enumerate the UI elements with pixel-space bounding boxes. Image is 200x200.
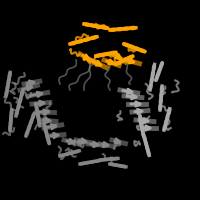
Ellipse shape	[83, 38, 91, 41]
Ellipse shape	[149, 83, 152, 90]
Ellipse shape	[151, 70, 154, 78]
Ellipse shape	[35, 103, 38, 110]
Ellipse shape	[138, 49, 146, 53]
Ellipse shape	[84, 161, 91, 164]
Ellipse shape	[46, 133, 49, 140]
Ellipse shape	[7, 78, 10, 85]
Ellipse shape	[127, 55, 134, 60]
Ellipse shape	[69, 151, 75, 154]
Ellipse shape	[141, 125, 144, 132]
Ellipse shape	[140, 120, 143, 127]
Ellipse shape	[27, 124, 31, 131]
Ellipse shape	[143, 135, 146, 142]
Ellipse shape	[9, 124, 12, 131]
Ellipse shape	[99, 159, 105, 161]
Ellipse shape	[59, 154, 66, 157]
Ellipse shape	[36, 109, 39, 116]
Ellipse shape	[19, 97, 22, 104]
Ellipse shape	[20, 91, 24, 98]
Ellipse shape	[160, 91, 163, 99]
Ellipse shape	[117, 164, 123, 167]
Ellipse shape	[146, 145, 149, 152]
Ellipse shape	[142, 130, 145, 137]
Ellipse shape	[103, 158, 110, 161]
Ellipse shape	[167, 108, 171, 115]
Ellipse shape	[160, 85, 163, 93]
Ellipse shape	[147, 149, 150, 156]
Ellipse shape	[122, 27, 130, 30]
Ellipse shape	[5, 89, 8, 97]
Ellipse shape	[6, 84, 9, 91]
Ellipse shape	[116, 28, 124, 31]
Ellipse shape	[29, 118, 33, 125]
Ellipse shape	[109, 28, 117, 31]
Ellipse shape	[139, 115, 142, 122]
Ellipse shape	[159, 103, 162, 111]
Ellipse shape	[10, 114, 13, 121]
Ellipse shape	[79, 162, 86, 165]
Ellipse shape	[31, 113, 35, 120]
Ellipse shape	[118, 59, 126, 63]
Ellipse shape	[166, 113, 169, 120]
Ellipse shape	[157, 70, 160, 77]
Ellipse shape	[160, 62, 163, 69]
Ellipse shape	[133, 47, 141, 51]
Ellipse shape	[64, 153, 70, 156]
Ellipse shape	[112, 157, 119, 160]
Ellipse shape	[38, 119, 41, 127]
Ellipse shape	[101, 26, 109, 29]
Ellipse shape	[104, 52, 112, 55]
Ellipse shape	[155, 74, 159, 81]
Ellipse shape	[83, 23, 91, 26]
Ellipse shape	[144, 140, 148, 147]
Ellipse shape	[109, 163, 115, 166]
Ellipse shape	[95, 25, 103, 28]
Ellipse shape	[47, 137, 50, 144]
Ellipse shape	[109, 51, 117, 55]
Ellipse shape	[89, 160, 96, 163]
Ellipse shape	[113, 164, 119, 166]
Ellipse shape	[123, 57, 130, 61]
Ellipse shape	[89, 24, 97, 27]
Ellipse shape	[152, 64, 155, 71]
Ellipse shape	[163, 124, 166, 131]
Ellipse shape	[76, 39, 84, 43]
Ellipse shape	[121, 165, 127, 168]
Ellipse shape	[15, 109, 18, 116]
Ellipse shape	[10, 109, 13, 116]
Ellipse shape	[95, 54, 102, 57]
Ellipse shape	[129, 26, 137, 30]
Ellipse shape	[94, 160, 100, 162]
Ellipse shape	[128, 45, 136, 49]
Ellipse shape	[90, 36, 98, 39]
Ellipse shape	[99, 53, 107, 56]
Ellipse shape	[17, 103, 20, 110]
Ellipse shape	[108, 158, 114, 160]
Ellipse shape	[150, 77, 153, 84]
Ellipse shape	[44, 128, 48, 135]
Ellipse shape	[114, 61, 122, 65]
Ellipse shape	[123, 43, 130, 47]
Ellipse shape	[70, 41, 77, 45]
Ellipse shape	[9, 119, 12, 126]
Ellipse shape	[8, 72, 11, 79]
Ellipse shape	[37, 114, 40, 121]
Ellipse shape	[159, 97, 162, 105]
Ellipse shape	[74, 150, 80, 153]
Ellipse shape	[25, 130, 29, 137]
Ellipse shape	[43, 123, 46, 130]
Ellipse shape	[164, 119, 168, 126]
Ellipse shape	[158, 66, 162, 73]
